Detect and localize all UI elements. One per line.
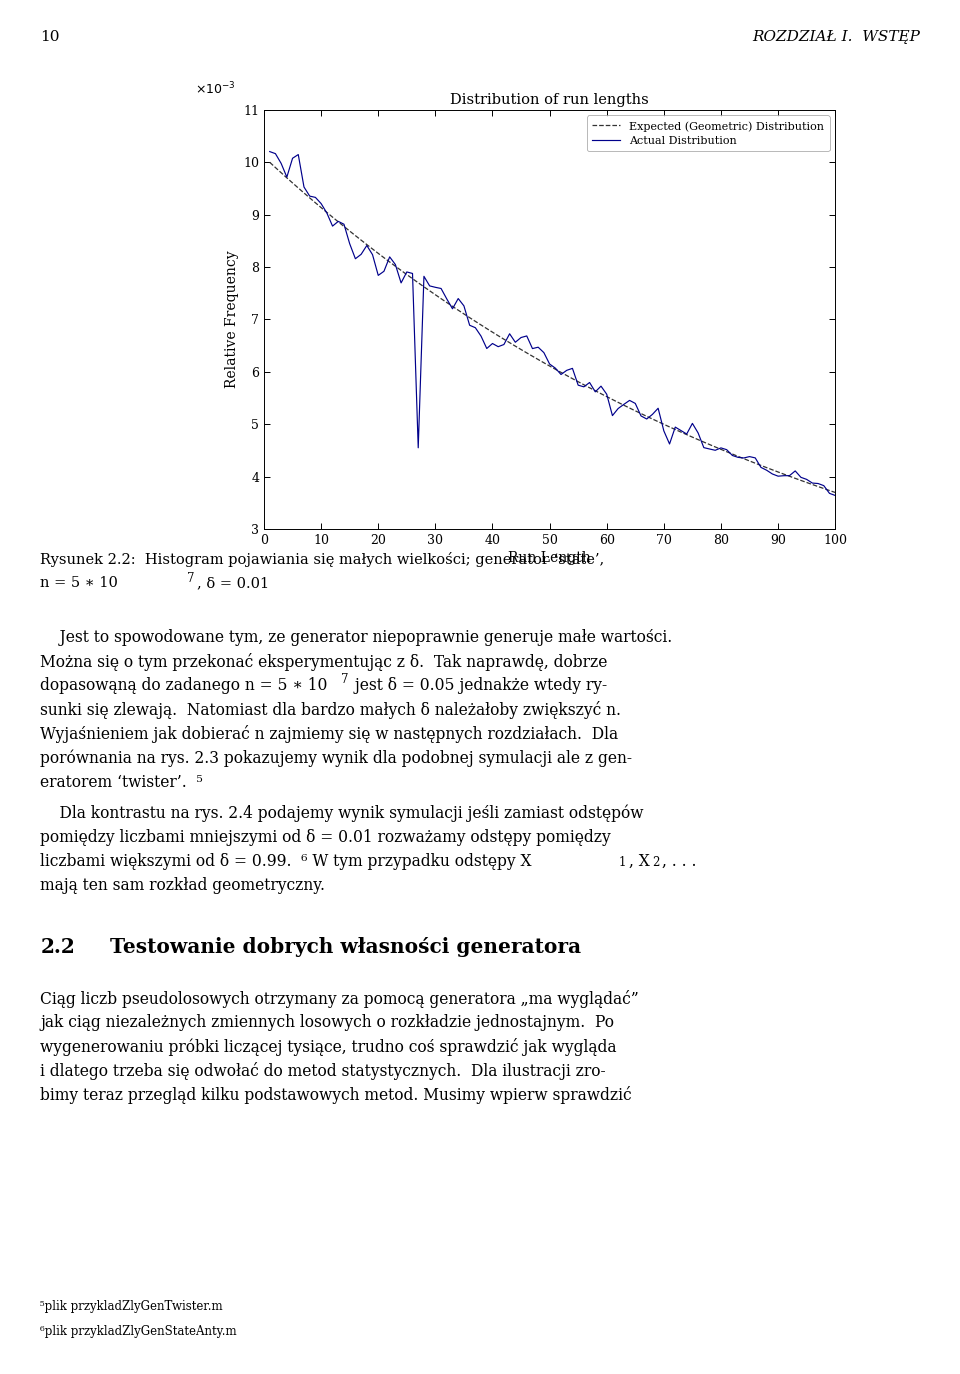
X-axis label: Run Length: Run Length: [508, 551, 591, 565]
Text: eratorem ‘twister’.  ⁵: eratorem ‘twister’. ⁵: [40, 774, 204, 790]
Text: 2.2: 2.2: [40, 937, 75, 958]
Actual Distribution: [264, 143, 276, 159]
Expected (Geometric) Distribution: [829, 484, 841, 500]
Text: n = 5 ∗ 10: n = 5 ∗ 10: [40, 577, 118, 591]
Expected (Geometric) Distribution: [372, 245, 384, 261]
Line: Expected (Geometric) Distribution: Expected (Geometric) Distribution: [270, 162, 835, 492]
Text: ROZDZIAŁ I.  WSTĘP: ROZDZIAŁ I. WSTĘP: [752, 30, 920, 44]
Text: $\times 10^{-3}$: $\times 10^{-3}$: [196, 81, 236, 98]
Text: wygenerowaniu próbki liczącej tysiące, trudno coś sprawdzić jak wygląda: wygenerowaniu próbki liczącej tysiące, t…: [40, 1039, 617, 1057]
Text: , X: , X: [629, 853, 650, 870]
Text: 2: 2: [652, 856, 660, 868]
Actual Distribution: [372, 267, 384, 283]
Text: Dla kontrastu na rys. 2.4 podajemy wynik symulacji jeśli zamiast odstępów: Dla kontrastu na rys. 2.4 podajemy wynik…: [40, 805, 644, 822]
Actual Distribution: [601, 386, 612, 403]
Title: Distribution of run lengths: Distribution of run lengths: [450, 93, 649, 107]
Legend: Expected (Geometric) Distribution, Actual Distribution: Expected (Geometric) Distribution, Actua…: [587, 115, 829, 151]
Text: Rysunek 2.2:  Histogram pojawiania się małych wielkości; generator ‘state’,: Rysunek 2.2: Histogram pojawiania się ma…: [40, 552, 605, 567]
Text: liczbami większymi od δ = 0.99.  ⁶ W tym przypadku odstępy X: liczbami większymi od δ = 0.99. ⁶ W tym …: [40, 853, 532, 870]
Actual Distribution: [555, 367, 566, 383]
Actual Distribution: [783, 467, 795, 484]
Expected (Geometric) Distribution: [396, 262, 407, 279]
Actual Distribution: [829, 488, 841, 504]
Text: Testowanie dobrych własności generatora: Testowanie dobrych własności generatora: [110, 937, 582, 958]
Text: mają ten sam rozkład geometryczny.: mają ten sam rozkład geometryczny.: [40, 877, 325, 894]
Text: 7: 7: [187, 572, 195, 585]
Text: ⁵plik przykladZlyGenTwister.m: ⁵plik przykladZlyGenTwister.m: [40, 1300, 223, 1312]
Line: Actual Distribution: Actual Distribution: [270, 151, 835, 496]
Text: jak ciąg niezależnych zmiennych losowych o rozkładzie jednostajnym.  Po: jak ciąg niezależnych zmiennych losowych…: [40, 1014, 614, 1030]
Text: pomiędzy liczbami mniejszymi od δ = 0.01 rozważamy odstępy pomiędzy: pomiędzy liczbami mniejszymi od δ = 0.01…: [40, 829, 612, 846]
Text: Jest to spowodowane tym, ze generator niepoprawnie generuje małe wartości.: Jest to spowodowane tym, ze generator ni…: [40, 629, 673, 646]
Text: 1: 1: [618, 856, 626, 868]
Text: , δ = 0.01: , δ = 0.01: [197, 577, 269, 591]
Text: Można się o tym przekonać eksperymentując z δ.  Tak naprawdę, dobrze: Można się o tym przekonać eksperymentują…: [40, 653, 608, 672]
Expected (Geometric) Distribution: [264, 154, 276, 170]
Text: bimy teraz przegląd kilku podstawowych metod. Musimy wpierw sprawdzić: bimy teraz przegląd kilku podstawowych m…: [40, 1087, 632, 1105]
Text: sunki się zlewają.  Natomiast dla bardzo małych δ należałoby zwiększyć n.: sunki się zlewają. Natomiast dla bardzo …: [40, 701, 621, 720]
Expected (Geometric) Distribution: [783, 469, 795, 485]
Text: dopasowąną do zadanego n = 5 ∗ 10: dopasowąną do zadanego n = 5 ∗ 10: [40, 677, 327, 694]
Text: porównania na rys. 2.3 pokazujemy wynik dla podobnej symulacji ale z gen-: porównania na rys. 2.3 pokazujemy wynik …: [40, 749, 633, 767]
Actual Distribution: [396, 275, 407, 291]
Text: Wyjaśnieniem jak dobierać n zajmiemy się w następnych rozdziałach.  Dla: Wyjaśnieniem jak dobierać n zajmiemy się…: [40, 725, 618, 743]
Expected (Geometric) Distribution: [801, 474, 812, 491]
Text: 10: 10: [40, 30, 60, 44]
Text: 7: 7: [341, 673, 348, 686]
Text: ⁶plik przykladZlyGenStateAnty.m: ⁶plik przykladZlyGenStateAnty.m: [40, 1325, 237, 1337]
Expected (Geometric) Distribution: [555, 364, 566, 381]
Actual Distribution: [801, 471, 812, 488]
Expected (Geometric) Distribution: [601, 389, 612, 405]
Y-axis label: Relative Frequency: Relative Frequency: [225, 250, 239, 389]
Text: jest δ = 0.05 jednakże wtedy ry-: jest δ = 0.05 jednakże wtedy ry-: [350, 677, 608, 694]
Text: i dlatego trzeba się odwołać do metod statystycznych.  Dla ilustracji zro-: i dlatego trzeba się odwołać do metod st…: [40, 1062, 606, 1080]
Text: , . . .: , . . .: [662, 853, 697, 870]
Text: Ciąg liczb pseudolosowych otrzymany za pomocą generatora „ma wyglądać”: Ciąg liczb pseudolosowych otrzymany za p…: [40, 989, 639, 1009]
